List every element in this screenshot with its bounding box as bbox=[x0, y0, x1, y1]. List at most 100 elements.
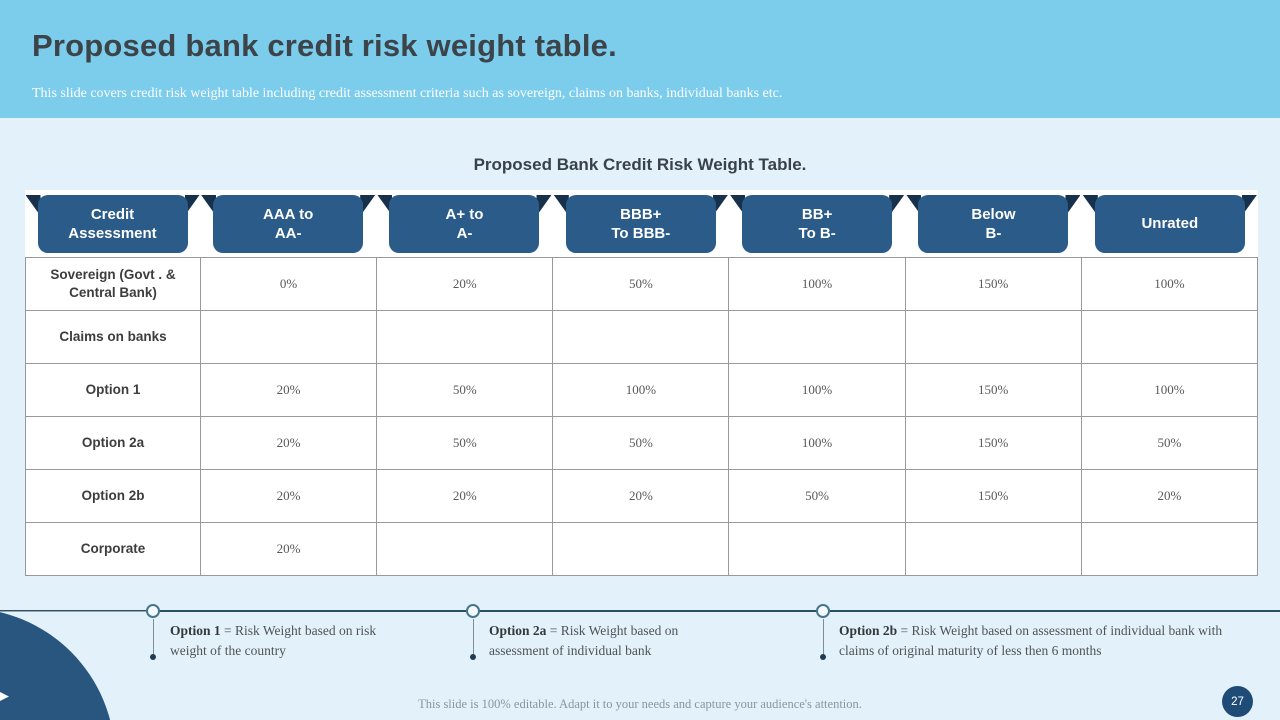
note-definition: = Risk Weight based on assessment of ind… bbox=[489, 623, 679, 658]
column-header-bb-plus-to-b: BB+ To B- bbox=[729, 195, 905, 253]
table-cell bbox=[552, 310, 730, 364]
row-label: Option 2a bbox=[25, 416, 201, 470]
row-label: Option 1 bbox=[25, 363, 201, 417]
table-row: Claims on banks bbox=[25, 310, 1259, 364]
table-cell: 50% bbox=[1080, 416, 1259, 470]
row-label: Sovereign (Govt . & Central Bank) bbox=[25, 257, 201, 311]
timeline-node-icon bbox=[466, 604, 480, 618]
ribbon-label: BBB+ To BBB- bbox=[565, 195, 716, 253]
ribbon-label-line1: Credit bbox=[90, 205, 135, 223]
column-header-bbb-plus-to-bbb: BBB+ To BBB- bbox=[553, 195, 729, 253]
table-cell bbox=[728, 310, 906, 364]
column-header-unrated: Unrated bbox=[1082, 195, 1258, 253]
table-cell bbox=[376, 310, 554, 364]
editable-note: This slide is 100% editable. Adapt it to… bbox=[418, 697, 862, 711]
table-cell bbox=[904, 522, 1082, 576]
table-cell: 150% bbox=[904, 257, 1082, 311]
ribbon-label-line1: A+ to bbox=[445, 205, 484, 223]
note-option-1: Option 1 = Risk Weight based on risk wei… bbox=[170, 621, 382, 660]
table-cell: 150% bbox=[904, 469, 1082, 523]
table-cell: 100% bbox=[1080, 257, 1259, 311]
ribbon-label: BB+ To B- bbox=[742, 195, 893, 253]
table-cell: 100% bbox=[728, 416, 906, 470]
table-cell bbox=[1080, 522, 1259, 576]
table-row: Corporate 20% bbox=[25, 522, 1259, 576]
table-cell bbox=[1080, 310, 1259, 364]
note-option-2a: Option 2a = Risk Weight based on assessm… bbox=[489, 621, 711, 660]
note-definition: = Risk Weight based on assessment of ind… bbox=[839, 623, 1223, 658]
table-row: Option 1 20% 50% 100% 100% 150% 100% bbox=[25, 363, 1259, 417]
ribbon-label: A+ to A- bbox=[389, 195, 540, 253]
ribbon-label-line2: A- bbox=[456, 225, 473, 242]
note-term: Option 2b bbox=[839, 623, 898, 638]
column-header-aaa-to-aa: AAA to AA- bbox=[200, 195, 376, 253]
table-cell: 100% bbox=[552, 363, 730, 417]
ribbon-label-line2: B- bbox=[985, 225, 1002, 242]
table-row: Sovereign (Govt . & Central Bank) 0% 20%… bbox=[25, 257, 1259, 311]
column-header-below-b: Below B- bbox=[905, 195, 1081, 253]
table-cell: 50% bbox=[552, 257, 730, 311]
table-cell: 20% bbox=[552, 469, 730, 523]
timeline-dot-icon bbox=[150, 654, 156, 660]
note-term: Option 2a bbox=[489, 623, 547, 638]
table-cell bbox=[376, 522, 554, 576]
ribbon-label-line1: AAA to bbox=[263, 205, 314, 223]
timeline-stem bbox=[153, 619, 154, 656]
header-band: Proposed bank credit risk weight table. … bbox=[0, 0, 1280, 118]
table-row: Option 2a 20% 50% 50% 100% 150% 50% bbox=[25, 416, 1259, 470]
ribbon-label: AAA to AA- bbox=[213, 195, 364, 253]
ribbon-label-line2: Assessment bbox=[68, 225, 157, 242]
note-definition: = Risk Weight based on risk weight of th… bbox=[170, 623, 377, 658]
table-title: Proposed Bank Credit Risk Weight Table. bbox=[473, 155, 807, 174]
timeline-stem bbox=[473, 619, 474, 656]
table-cell: 20% bbox=[199, 363, 378, 417]
table-cell: 50% bbox=[728, 469, 906, 523]
timeline-stem bbox=[823, 619, 824, 656]
slide-title: Proposed bank credit risk weight table. bbox=[32, 28, 617, 63]
ribbon-label-line1: BBB+ bbox=[620, 205, 662, 223]
column-header-row: Credit Assessment AAA to AA- A+ to A- BBB+ T… bbox=[25, 195, 1258, 253]
ribbon-label: Below B- bbox=[918, 195, 1069, 253]
ribbon-label-line2: AA- bbox=[274, 225, 302, 242]
timeline-dot-icon bbox=[820, 654, 826, 660]
ribbon-label-line2: To BBB- bbox=[611, 225, 671, 242]
ribbon-label: Unrated bbox=[1094, 195, 1245, 253]
table-cell: 100% bbox=[1080, 363, 1259, 417]
table-cell bbox=[552, 522, 730, 576]
note-term: Option 1 bbox=[170, 623, 221, 638]
row-label: Corporate bbox=[25, 522, 201, 576]
table-cell: 150% bbox=[904, 363, 1082, 417]
row-label: Option 2b bbox=[25, 469, 201, 523]
note-option-2b: Option 2b = Risk Weight based on assessm… bbox=[839, 621, 1249, 660]
notes-connector-line bbox=[0, 610, 1280, 612]
table-cell: 20% bbox=[199, 469, 378, 523]
column-header-credit-assessment: Credit Assessment bbox=[25, 195, 200, 253]
table-cell: 50% bbox=[376, 363, 554, 417]
table-cell: 20% bbox=[1080, 469, 1259, 523]
table-cell: 20% bbox=[199, 416, 378, 470]
table-cell: 150% bbox=[904, 416, 1082, 470]
table-cell bbox=[728, 522, 906, 576]
table-cell: 50% bbox=[376, 416, 554, 470]
table-cell: 20% bbox=[376, 469, 554, 523]
corner-arrow-icon bbox=[0, 692, 9, 701]
timeline-node-icon bbox=[816, 604, 830, 618]
column-header-a-plus-to-a: A+ to A- bbox=[376, 195, 552, 253]
timeline-dot-icon bbox=[470, 654, 476, 660]
table-row: Option 2b 20% 20% 20% 50% 150% 20% bbox=[25, 469, 1259, 523]
table-cell: 50% bbox=[552, 416, 730, 470]
table-cell: 20% bbox=[199, 522, 378, 576]
table-cell: 20% bbox=[376, 257, 554, 311]
ribbon-label-line1: BB+ bbox=[801, 205, 833, 223]
row-label: Claims on banks bbox=[25, 310, 201, 364]
slide-subtitle: This slide covers credit risk weight tab… bbox=[32, 86, 783, 101]
table-cell: 0% bbox=[199, 257, 378, 311]
table-cell: 100% bbox=[728, 257, 906, 311]
table-cell bbox=[904, 310, 1082, 364]
table-cell bbox=[199, 310, 378, 364]
ribbon-label: Credit Assessment bbox=[37, 195, 188, 253]
timeline-node-icon bbox=[146, 604, 160, 618]
page-number-badge: 27 bbox=[1222, 686, 1253, 717]
notes-connector-line-start bbox=[0, 611, 150, 612]
